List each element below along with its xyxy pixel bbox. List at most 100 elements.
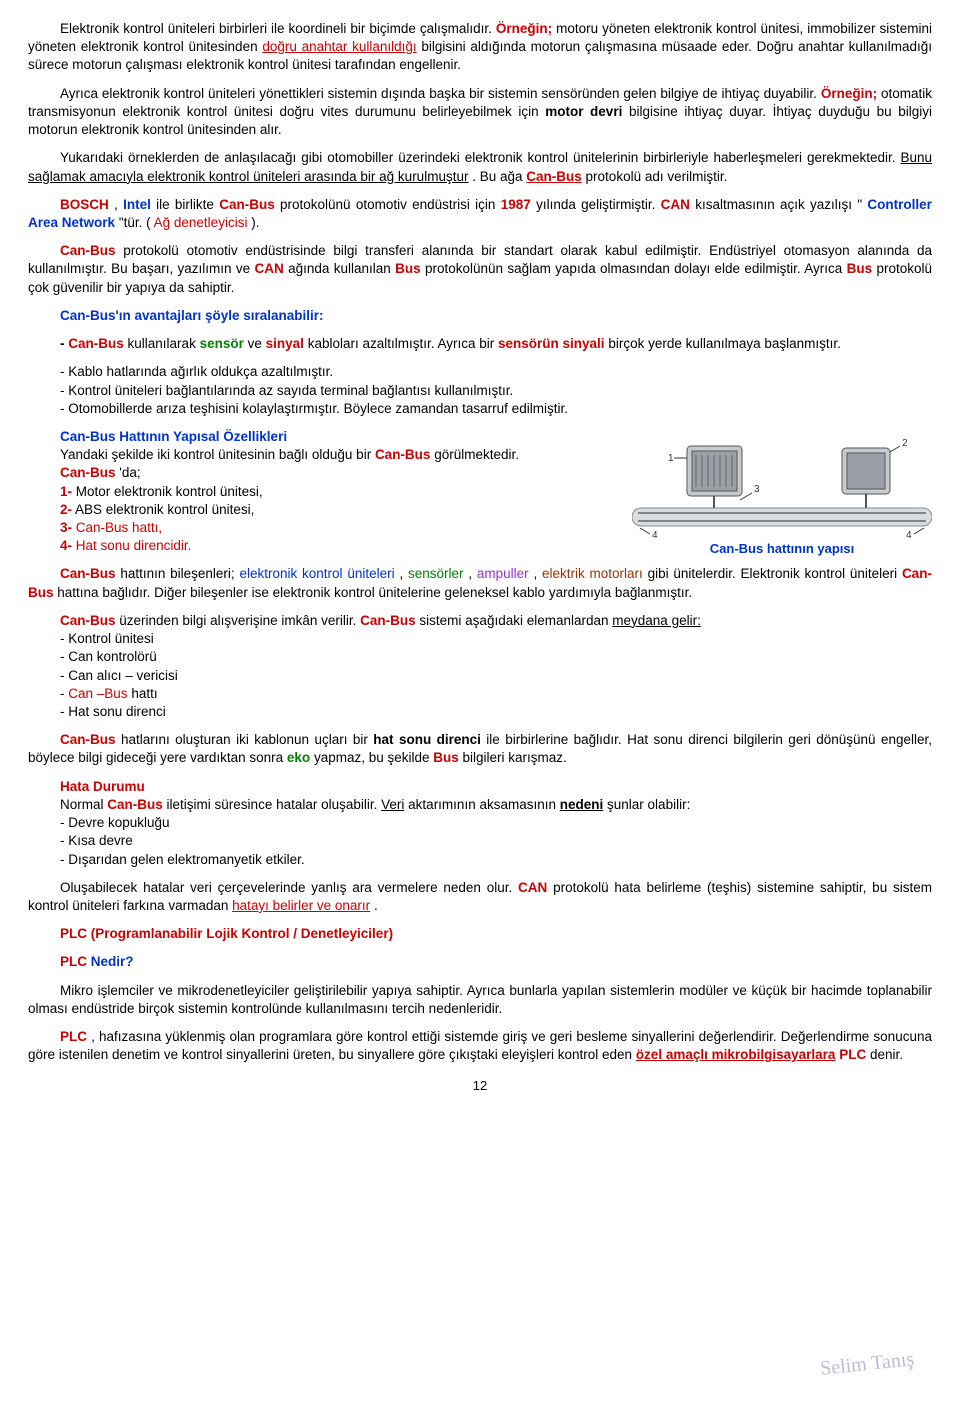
text: hattının bileşenleri;: [120, 566, 239, 581]
paragraph: Elektronik kontrol üniteleri birbirleri …: [28, 20, 932, 75]
text: kabloları azaltılmıştır. Ayrıca bir: [308, 336, 498, 351]
list-item: - Can alıcı – vericisi: [60, 667, 932, 685]
svg-text:2: 2: [902, 438, 908, 449]
svg-text:4: 4: [652, 530, 658, 538]
text: hat sonu direnci: [373, 732, 481, 747]
text: denir.: [870, 1047, 903, 1062]
text: Ayrıca elektronik kontrol üniteleri yöne…: [60, 86, 821, 101]
text: gibi ünitelerdir. Elektronik kontrol üni…: [648, 566, 902, 581]
heading: Hata Durumu: [60, 778, 932, 796]
text: Bus: [433, 750, 459, 765]
list-item: - Can-Bus kullanılarak sensör ve sinyal …: [28, 335, 932, 353]
text: CAN: [518, 880, 547, 895]
text: ,: [114, 197, 123, 212]
list-item: - Kontrol ünitesi: [60, 630, 932, 648]
heading: PLC (Programlanabilir Lojik Kontrol / De…: [28, 925, 932, 943]
heading: Can-Bus'ın avantajları şöyle sıralanabil…: [28, 307, 932, 325]
text: ampuller: [477, 566, 529, 581]
text: sensörler: [408, 566, 464, 581]
text: Yukarıdaki örneklerden de anlaşılacağı g…: [60, 150, 900, 165]
svg-text:1: 1: [668, 453, 674, 464]
text-line: Can-Bus üzerinden bilgi alışverişine imk…: [60, 612, 932, 630]
elements-block: Can-Bus üzerinden bilgi alışverişine imk…: [28, 612, 932, 721]
text: eko: [287, 750, 310, 765]
paragraph: Can-Bus protokolü otomotiv endüstrisinde…: [28, 242, 932, 297]
text: Can-Bus: [68, 336, 124, 351]
list-item: - Dışarıdan gelen elektromanyetik etkile…: [60, 851, 932, 869]
list-item: - Can kontrolörü: [60, 648, 932, 666]
text: Can-Bus: [526, 169, 582, 184]
text: kullanılarak: [128, 336, 200, 351]
text: Örneğin;: [821, 86, 877, 101]
text: motor devri: [545, 104, 622, 119]
text: BOSCH: [60, 197, 109, 212]
signature: Selim Tanış: [818, 1346, 915, 1383]
text: "tür. (: [119, 215, 151, 230]
figure-caption: Can-Bus hattının yapısı: [632, 540, 932, 558]
text: kısaltmasının açık yazılışı ": [695, 197, 862, 212]
text: .: [374, 898, 378, 913]
paragraph: PLC , hafızasına yüklenmiş olan programl…: [28, 1028, 932, 1064]
text: Örneğin;: [496, 21, 552, 36]
text: ağında kullanılan: [288, 261, 395, 276]
text: PLC: [839, 1047, 866, 1062]
text: Can-Bus: [60, 732, 116, 747]
text: Can-Bus: [60, 566, 116, 581]
text: ).: [251, 215, 259, 230]
text: PLC: [60, 1029, 87, 1044]
text: . Bu ağa: [472, 169, 526, 184]
list: - Kablo hatlarında ağırlık oldukça azalt…: [28, 363, 932, 418]
text: ve: [248, 336, 266, 351]
page-number: 12: [28, 1077, 932, 1095]
text: yapmaz, bu şekilde: [314, 750, 433, 765]
list-item: - Kısa devre: [60, 832, 932, 850]
text: Can-Bus: [219, 197, 275, 212]
text: hatayı belirler ve onarır: [232, 898, 370, 913]
list-item: - Kablo hatlarında ağırlık oldukça azalt…: [60, 363, 932, 381]
list-item: - Hat sonu direnci: [60, 703, 932, 721]
text: Bus: [847, 261, 873, 276]
text: Can-Bus'ın avantajları şöyle sıralanabil…: [60, 308, 324, 323]
paragraph: Yukarıdaki örneklerden de anlaşılacağı g…: [28, 149, 932, 185]
error-block: Hata Durumu Normal Can-Bus iletişimi sür…: [28, 778, 932, 869]
text: elektrik motorları: [542, 566, 643, 581]
paragraph: Can-Bus hattının bileşenleri; elektronik…: [28, 565, 932, 601]
paragraph: Mikro işlemciler ve mikrodenetleyiciler …: [28, 982, 932, 1018]
canbus-diagram-icon: 1 2 3 4 4: [632, 428, 932, 538]
text: CAN: [254, 261, 283, 276]
text: sinyal: [266, 336, 304, 351]
text: Bus: [395, 261, 421, 276]
text: CAN: [661, 197, 690, 212]
text: ile birlikte: [156, 197, 219, 212]
text: Ağ denetleyicisi: [154, 215, 248, 230]
list-item: - Kontrol üniteleri bağlantılarında az s…: [60, 382, 932, 400]
text: 1987: [501, 197, 531, 212]
paragraph: Oluşabilecek hatalar veri çerçevelerinde…: [28, 879, 932, 915]
text: birçok yerde kullanılmaya başlanmıştır.: [608, 336, 841, 351]
text: elektronik kontrol üniteleri: [239, 566, 394, 581]
subheading: PLC Nedir?: [28, 953, 932, 971]
paragraph: Can-Bus hatlarını oluşturan iki kablonun…: [28, 731, 932, 767]
text: Elektronik kontrol üniteleri birbirleri …: [60, 21, 496, 36]
list-item: - Otomobillerde arıza teşhisini kolaylaş…: [60, 400, 932, 418]
text: protokolünün sağlam yapıda olmasından do…: [425, 261, 847, 276]
text: özel amaçlı mikrobilgisayarlara: [636, 1047, 836, 1062]
text: ,: [399, 566, 408, 581]
text: doğru anahtar kullanıldığı: [262, 39, 416, 54]
svg-text:4: 4: [906, 530, 912, 538]
text: ,: [533, 566, 542, 581]
list-item: - Devre kopukluğu: [60, 814, 932, 832]
text-line: Normal Can-Bus iletişimi süresince hatal…: [60, 796, 932, 814]
text: hattına bağlıdır. Diğer bileşenler ise e…: [57, 585, 692, 600]
text: sensörün sinyali: [498, 336, 605, 351]
text: Intel: [123, 197, 151, 212]
svg-text:3: 3: [754, 484, 760, 495]
figure-canbus: 1 2 3 4 4 Can-Bus hattının yapısı: [632, 428, 932, 558]
text: protokolü adı verilmiştir.: [586, 169, 728, 184]
text: PLC: [60, 954, 87, 969]
text: Oluşabilecek hatalar veri çerçevelerinde…: [60, 880, 518, 895]
text: bilgileri karışmaz.: [463, 750, 567, 765]
text: yılında geliştirmiştir.: [536, 197, 661, 212]
paragraph: Ayrıca elektronik kontrol üniteleri yöne…: [28, 85, 932, 140]
text: ,: [468, 566, 477, 581]
